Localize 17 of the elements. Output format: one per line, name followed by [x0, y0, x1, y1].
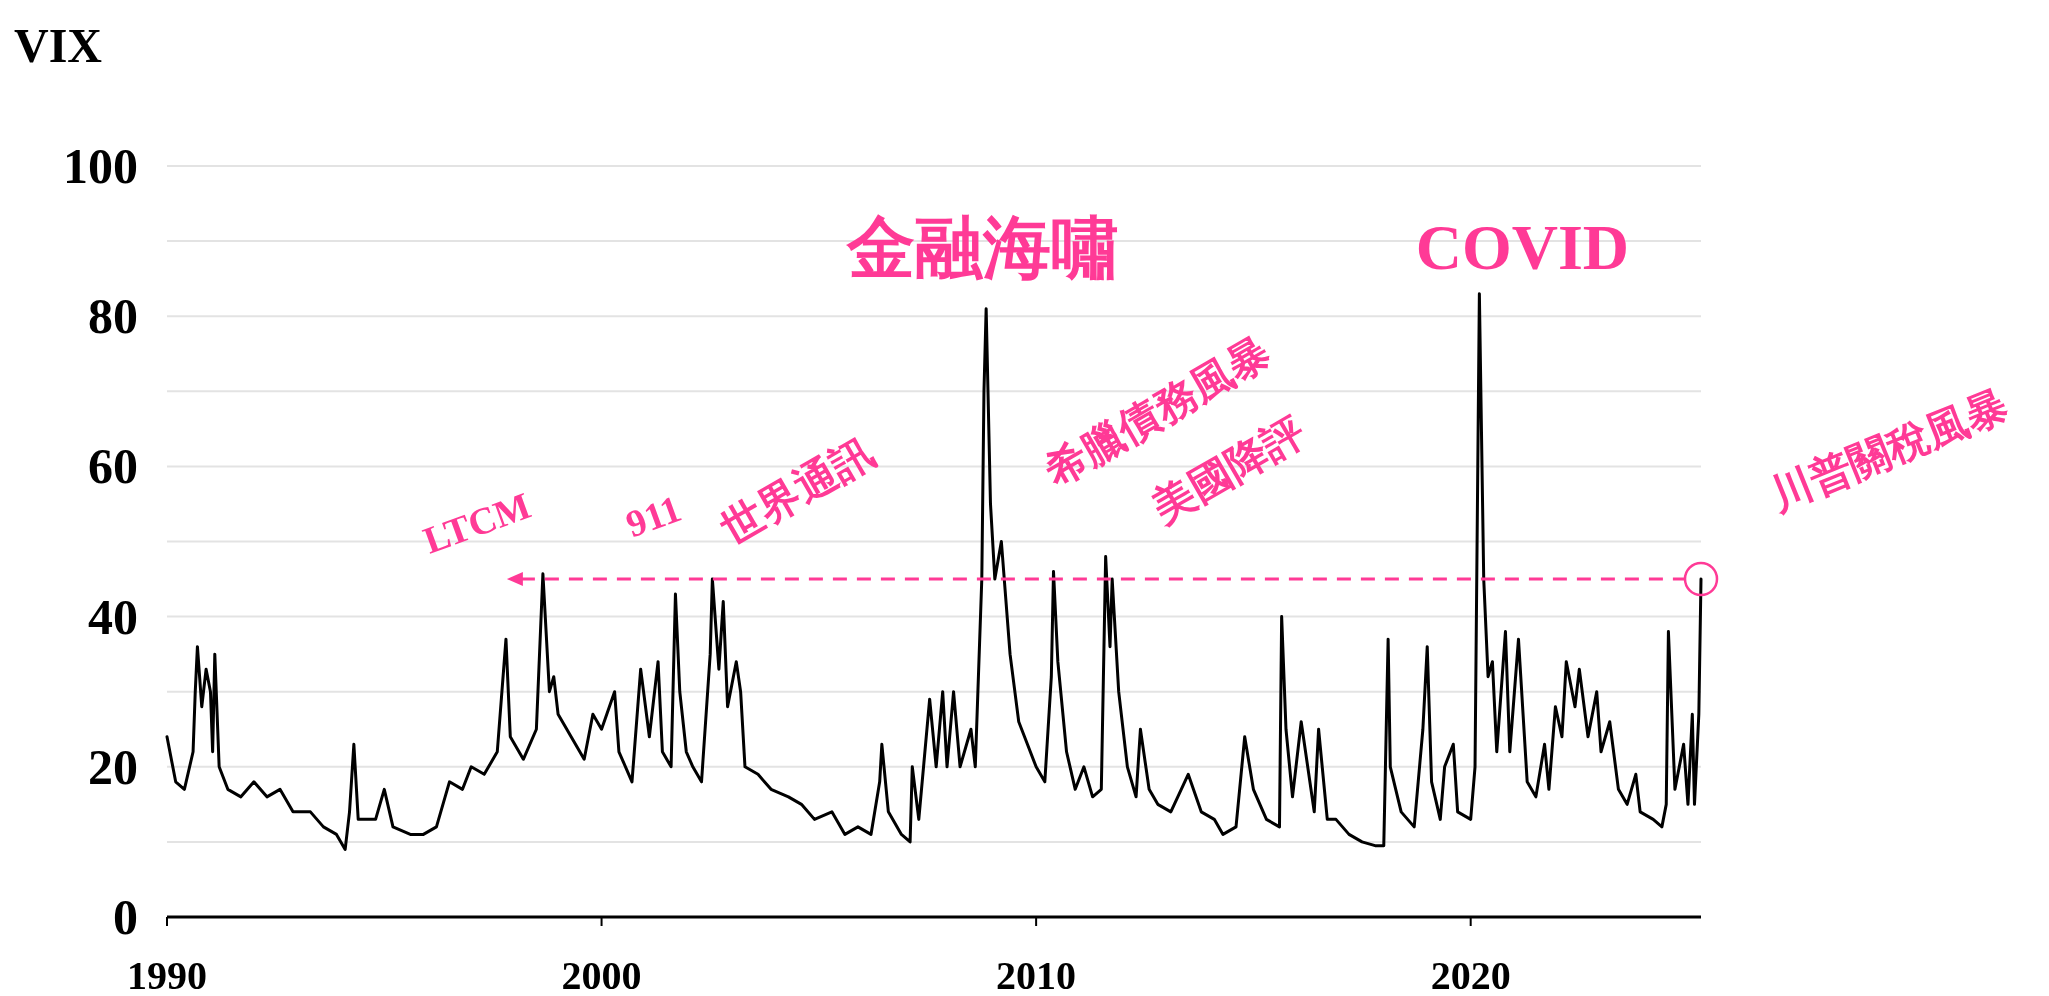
- annotation: LTCM: [417, 484, 536, 562]
- y-tick-label: 40: [88, 588, 138, 645]
- x-tick-label: 1990: [127, 952, 207, 996]
- x-tick-label: 2020: [1430, 952, 1511, 996]
- y-axis-title: VIX: [13, 18, 103, 72]
- x-tick-label: 2000: [561, 952, 642, 996]
- y-tick-label: 80: [88, 288, 138, 345]
- x-tick-label: 2010: [996, 952, 1077, 996]
- y-tick-label: 20: [88, 738, 138, 795]
- annotation: 金融海嘯: [845, 208, 1120, 288]
- annotation: COVID: [1415, 212, 1630, 284]
- annotation: 世界通訊: [711, 426, 883, 554]
- y-tick-label: 0: [113, 889, 138, 945]
- annotation: 川普關稅風暴: [1762, 380, 2015, 521]
- annotation: 911: [620, 486, 687, 546]
- y-tick-label: 60: [88, 438, 138, 495]
- y-tick-label: 100: [63, 138, 138, 194]
